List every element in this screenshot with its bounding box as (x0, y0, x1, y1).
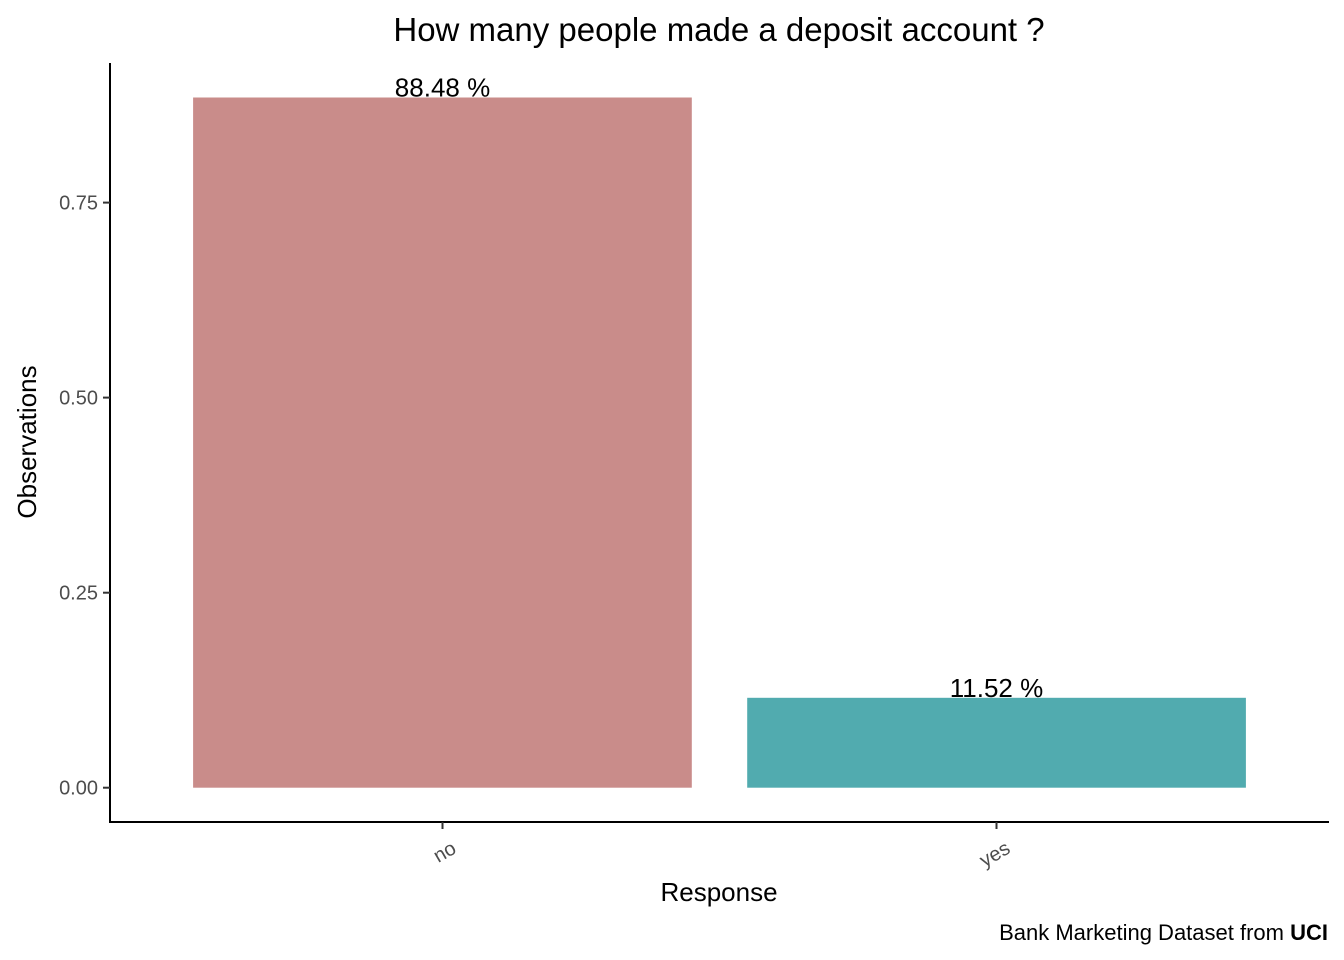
y-tick-label: 0.50 (59, 388, 98, 410)
x-tick-label-yes: yes (976, 837, 1014, 872)
bars-layer (193, 97, 1246, 788)
y-tick-label: 0.25 (59, 583, 98, 605)
caption-source: UCI (1290, 920, 1328, 945)
y-tick-label: 0.00 (59, 778, 98, 800)
x-tick-label-no: no (430, 837, 460, 867)
x-ticks-layer: no yes (430, 822, 1014, 872)
bar-no (193, 97, 692, 788)
y-tick-label: 0.75 (59, 193, 98, 215)
x-axis-title: Response (660, 877, 777, 907)
y-ticks-layer: 0.00 0.25 0.50 0.75 (59, 193, 110, 800)
caption-prefix: Bank Marketing Dataset from (999, 920, 1290, 945)
y-axis-title: Observations (12, 365, 42, 518)
data-labels-layer: 88.48 % 11.52 % (395, 73, 1043, 703)
data-label-no: 88.48 % (395, 73, 490, 103)
data-label-yes: 11.52 % (950, 673, 1043, 703)
bar-yes (747, 697, 1246, 788)
caption: Bank Marketing Dataset from UCI (999, 920, 1328, 945)
chart-title: How many people made a deposit account ? (393, 11, 1044, 48)
